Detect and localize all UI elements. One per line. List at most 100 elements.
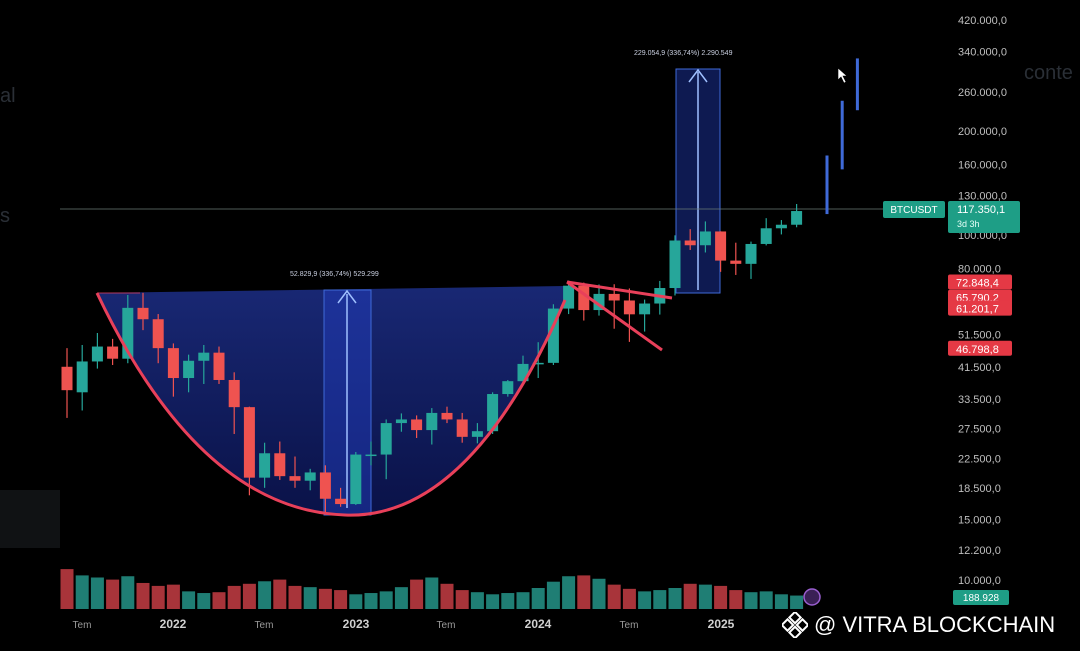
candle — [578, 282, 590, 321]
candle — [395, 413, 407, 432]
measure-large-label: 229.054,9 (336,74%) 2.290.549 — [634, 50, 733, 57]
candle-body — [639, 303, 651, 315]
candle-body — [623, 300, 635, 315]
candle-body — [167, 348, 179, 379]
volume-bar — [318, 588, 332, 609]
volume-bar — [364, 593, 378, 609]
volume-bar — [531, 588, 545, 609]
candle-body — [411, 419, 423, 431]
binance-logo-icon — [782, 612, 808, 638]
volume-bar — [653, 590, 667, 609]
candle-body — [699, 231, 711, 246]
candle — [76, 344, 88, 411]
x-tick-label: Tem — [620, 620, 639, 631]
current-price-value: 117.350,1 — [957, 204, 1005, 216]
candle-body — [395, 419, 407, 424]
red-price-tag: 46.798,8 — [948, 340, 1012, 356]
ghost-text-right-1: conte — [1024, 62, 1073, 84]
svg-text:BTCUSDT: BTCUSDT — [890, 205, 937, 216]
y-tick-label: 340.000,0 — [958, 47, 1007, 59]
volume-bar — [486, 594, 500, 609]
candle-body — [563, 285, 575, 309]
x-tick-label: 2024 — [525, 617, 552, 631]
indicator-icon[interactable] — [803, 588, 821, 606]
y-tick-label: 420.000,0 — [958, 15, 1007, 27]
candle — [380, 419, 392, 480]
candle-body — [274, 453, 286, 477]
candle — [411, 415, 423, 438]
candle-body — [593, 293, 605, 311]
candle — [532, 342, 544, 379]
candle-body — [228, 379, 240, 408]
svg-text:72.848,4: 72.848,4 — [956, 277, 999, 289]
candle — [684, 229, 696, 250]
candle — [441, 406, 453, 424]
candle-body — [335, 498, 347, 505]
candle — [228, 372, 240, 434]
cup-curve — [95, 292, 567, 517]
candle — [243, 406, 255, 496]
svg-text:61.201,7: 61.201,7 — [956, 304, 999, 316]
candle-body — [669, 240, 681, 289]
y-tick-label: 100.000,0 — [958, 230, 1007, 242]
candle — [563, 280, 575, 315]
y-tick-label: 260.000,0 — [958, 87, 1007, 99]
cursor-icon — [837, 67, 848, 84]
y-tick-label: 12.200,0 — [958, 545, 1001, 557]
y-tick-label: 15.000,0 — [958, 514, 1001, 526]
y-tick-label: 200.000,0 — [958, 126, 1007, 138]
candle — [699, 221, 711, 253]
y-tick-label: 160.000,0 — [958, 160, 1007, 172]
volume-bar — [288, 585, 302, 609]
volume-bars — [60, 569, 804, 609]
measure-large-arrowhead — [688, 68, 708, 83]
volume-bar — [410, 579, 424, 609]
volume-bar — [683, 583, 697, 609]
volume-bar — [151, 585, 165, 609]
candle — [791, 203, 803, 228]
candle — [745, 241, 757, 279]
volume-bar — [592, 578, 606, 609]
price-tags-red: 72.848,465.790,261.201,746.798,8 — [948, 274, 1012, 356]
volume-bar — [394, 587, 408, 609]
candle-body — [578, 285, 590, 311]
candle-body — [730, 260, 742, 264]
candle — [775, 220, 787, 235]
candle — [669, 235, 681, 296]
watermark-text: @ VITRA BLOCKCHAIN — [814, 612, 1056, 637]
candle-body — [547, 308, 559, 363]
handle-top-line — [566, 280, 673, 300]
candle-body — [61, 366, 73, 391]
candle — [183, 354, 195, 393]
x-axis: Tem 2022 Tem 2023 Tem 2024 Tem 2025 — [73, 617, 735, 631]
x-tick-label: Tem — [437, 620, 456, 631]
watermark: @ VITRA BLOCKCHAIN — [782, 612, 1055, 638]
candle — [715, 231, 727, 272]
volume-bar — [349, 594, 363, 609]
volume-bar — [425, 577, 439, 609]
candle-body — [532, 362, 544, 365]
candle-body — [380, 423, 392, 455]
candle — [517, 355, 529, 382]
volume-bar — [790, 595, 804, 609]
candle-body — [76, 361, 88, 393]
volume-tag: 188.928 — [953, 590, 1009, 605]
candle-body — [213, 352, 225, 380]
volume-bar — [90, 577, 104, 609]
candle-body — [760, 228, 772, 244]
candle — [61, 348, 73, 418]
candle — [304, 468, 316, 491]
volume-bar — [273, 579, 287, 609]
volume-bar — [501, 593, 515, 609]
candle-body — [791, 211, 803, 225]
projection-bars — [825, 58, 859, 215]
volume-bar — [379, 591, 393, 609]
volume-bar — [622, 588, 636, 609]
candle-body — [456, 419, 468, 437]
candle-body — [289, 476, 301, 481]
x-tick-label: 2023 — [343, 617, 370, 631]
ghost-text-left-2: s — [0, 205, 10, 227]
candle-body — [441, 412, 453, 420]
x-tick-label: 2022 — [160, 617, 187, 631]
